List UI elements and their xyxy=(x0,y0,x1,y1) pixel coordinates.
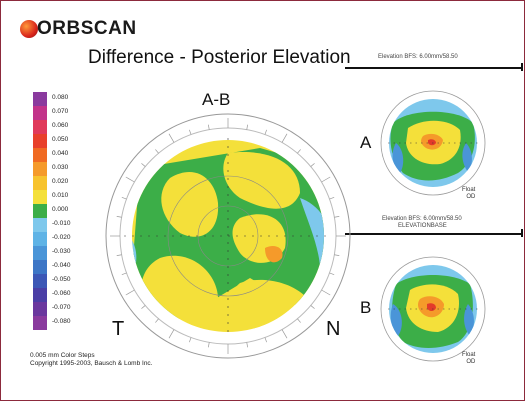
scale-swatch xyxy=(33,134,47,148)
main-map-tick xyxy=(297,318,301,323)
scale-swatch xyxy=(33,246,47,260)
scale-swatch xyxy=(33,288,47,302)
nasal-marker: N xyxy=(326,318,341,340)
scale-swatch xyxy=(33,204,47,218)
temporal-marker: T xyxy=(112,318,125,340)
map-a-eye: OD xyxy=(466,194,476,200)
scale-label: -0.070 xyxy=(52,304,71,311)
main-map-tick xyxy=(321,289,331,296)
main-map-tick xyxy=(281,329,288,339)
scale-swatch xyxy=(33,162,47,176)
scale-swatch xyxy=(33,176,47,190)
main-map-tick xyxy=(189,129,192,135)
main-map-tick xyxy=(155,149,159,154)
main-map-tick xyxy=(189,337,192,343)
map-b-eye: OD xyxy=(466,359,476,365)
main-map-tick xyxy=(125,176,135,183)
top-pointer-end xyxy=(521,63,523,71)
brand-name: ORBSCAN xyxy=(37,18,137,39)
scale-label: 0.010 xyxy=(52,192,69,199)
main-map-tick xyxy=(329,197,335,200)
main-map-zone-outer xyxy=(167,175,289,297)
map-a-elevation xyxy=(380,90,486,196)
main-map-tick xyxy=(281,133,288,143)
scale-swatch xyxy=(33,260,47,274)
main-map-tick xyxy=(168,133,175,143)
scale-swatch xyxy=(33,106,47,120)
map-b-elevation xyxy=(380,256,486,362)
main-map-tick xyxy=(121,197,127,200)
scale-label: -0.060 xyxy=(52,290,71,297)
scale-label: -0.030 xyxy=(52,248,71,255)
scale-label: -0.020 xyxy=(52,234,71,241)
mid-caption: Elevation BFS: 6.00mm/58.50 xyxy=(382,216,462,222)
scale-label: 0.070 xyxy=(52,108,69,115)
main-map-tick xyxy=(310,163,315,167)
scale-label: 0.040 xyxy=(52,150,69,157)
footer: 0.005 mm Color Steps Copyright 1995-2003… xyxy=(30,352,153,368)
map-b-float-label: Float OD xyxy=(462,352,475,366)
map-b-label: B xyxy=(360,298,372,317)
scale-label: -0.010 xyxy=(52,220,71,227)
main-map-tick xyxy=(168,329,175,339)
red-sphere-icon xyxy=(20,20,38,38)
copyright-note: Copyright 1995-2003, Bausch & Lomb Inc. xyxy=(30,360,153,367)
scale-label: 0.080 xyxy=(52,94,69,101)
map-a-float-label: Float OD xyxy=(462,187,475,201)
scale-label: 0.020 xyxy=(52,178,69,185)
main-map-tick xyxy=(264,337,267,343)
scale-swatch xyxy=(33,274,47,288)
main-map-tick xyxy=(116,254,122,256)
mid-pointer-line xyxy=(345,233,523,235)
main-map-tick xyxy=(246,342,248,348)
main-map-ticks xyxy=(110,118,346,354)
color-steps-note: 0.005 mm Color Steps xyxy=(30,352,95,359)
scale-swatch xyxy=(33,148,47,162)
scale-swatch xyxy=(33,92,47,106)
brand-logo: ORBSCAN xyxy=(20,18,137,40)
main-map-tick xyxy=(310,305,315,309)
main-map-tick xyxy=(334,254,340,256)
scale-swatch xyxy=(33,190,47,204)
main-map-outer-ring xyxy=(105,113,351,359)
scale-label: -0.050 xyxy=(52,276,71,283)
scale-label: 0.060 xyxy=(52,122,69,129)
main-map-tick xyxy=(334,216,340,218)
main-map-tick xyxy=(125,289,135,296)
scale-label: 0.050 xyxy=(52,136,69,143)
map-a-label: A xyxy=(360,133,372,152)
scale-swatch xyxy=(33,316,47,330)
main-map-tick xyxy=(264,129,267,135)
scale-swatch xyxy=(33,232,47,246)
main-map-tick xyxy=(141,305,146,309)
scale-label: 0.030 xyxy=(52,164,69,171)
report-title: Difference - Posterior Elevation xyxy=(88,47,351,68)
main-map-tick xyxy=(141,163,146,167)
top-caption: Elevation BFS: 6.00mm/58.50 xyxy=(378,54,458,60)
scale-swatch xyxy=(33,120,47,134)
main-map-tick xyxy=(116,216,122,218)
main-map-tick xyxy=(208,124,210,130)
top-pointer-line xyxy=(345,67,523,69)
map-b-float: Float xyxy=(462,352,476,358)
main-map-tick xyxy=(329,272,335,275)
scale-label: 0.000 xyxy=(52,206,69,213)
mid-caption-2: ELEVATIONBASE xyxy=(398,223,447,229)
scale-swatch xyxy=(33,302,47,316)
main-map-tick xyxy=(208,342,210,348)
color-scale xyxy=(33,92,47,330)
map-a-float: Float xyxy=(462,187,476,193)
main-elevation-map xyxy=(105,113,351,359)
main-map-tick xyxy=(155,318,159,323)
main-map-label: A-B xyxy=(202,90,231,109)
main-map-tick xyxy=(121,272,127,275)
scale-label: -0.080 xyxy=(52,318,71,325)
scale-swatch xyxy=(33,218,47,232)
main-map-tick xyxy=(321,176,331,183)
mid-pointer-end xyxy=(521,229,523,237)
scale-label: -0.040 xyxy=(52,262,71,269)
main-map-tick xyxy=(246,124,248,130)
main-map-tick xyxy=(297,149,301,154)
